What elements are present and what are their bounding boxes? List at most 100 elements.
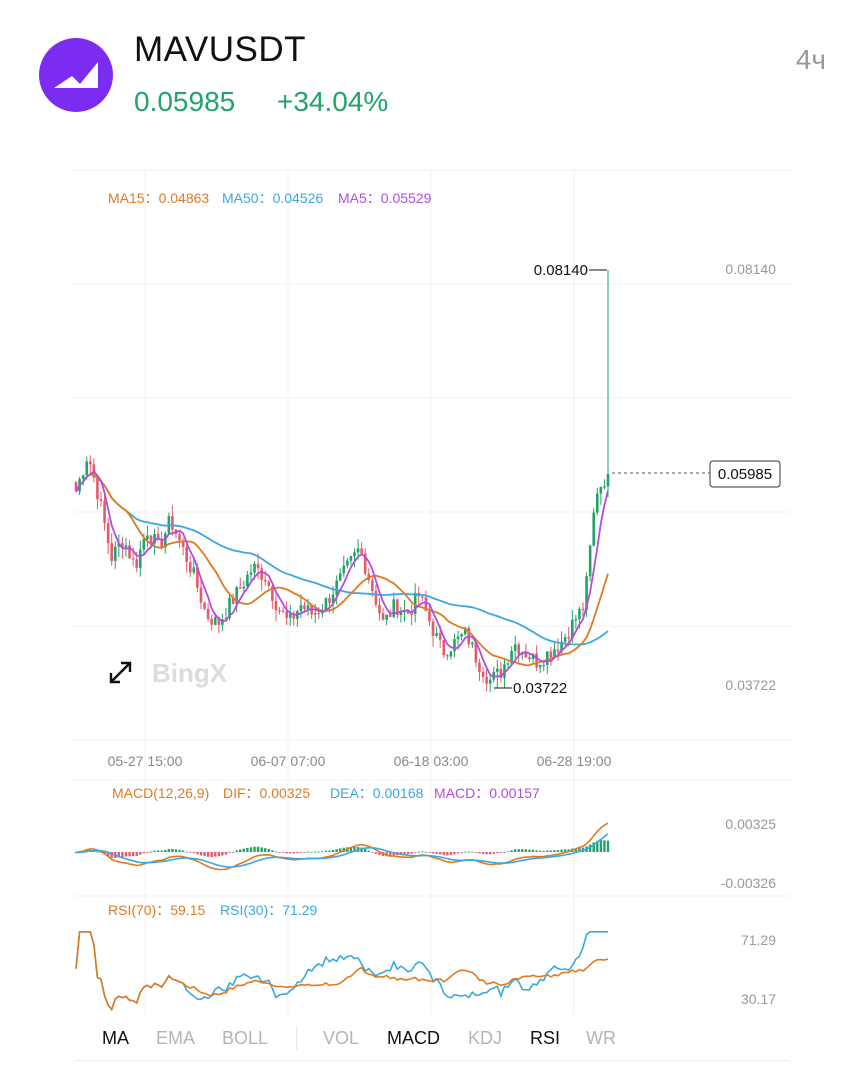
macd-bar xyxy=(235,850,238,852)
macd-dif: DIF：0.00325 xyxy=(223,785,310,801)
tab-ema[interactable]: EMA xyxy=(156,1028,196,1048)
macd-bar xyxy=(556,850,560,852)
candle-body xyxy=(506,663,510,665)
macd-bar xyxy=(431,852,435,854)
tab-boll[interactable]: BOLL xyxy=(222,1028,269,1048)
candle-body xyxy=(581,608,585,610)
candle-body xyxy=(446,655,449,657)
macd-bar xyxy=(592,842,595,852)
tab-rsi[interactable]: RSI xyxy=(530,1028,561,1048)
candle-body xyxy=(503,664,506,678)
candle-body xyxy=(303,605,306,610)
macd-bar xyxy=(606,840,610,852)
macd-bar xyxy=(513,849,517,852)
macd-bar xyxy=(588,844,592,852)
candle-body xyxy=(146,535,149,540)
macd-bar xyxy=(339,848,342,852)
rsi-y-bottom: 30.17 xyxy=(741,991,776,1007)
macd-bar xyxy=(560,849,563,852)
macd-bar xyxy=(460,852,463,853)
candle-body xyxy=(160,539,163,548)
y-label-high: 0.08140 xyxy=(725,261,776,277)
low-marker-label: 0.03722 xyxy=(513,680,567,697)
candle-body xyxy=(546,651,549,665)
macd-bar xyxy=(228,852,231,853)
candle-body xyxy=(338,573,342,581)
tab-macd[interactable]: MACD xyxy=(387,1028,440,1048)
macd-bar xyxy=(167,848,171,852)
candle-body xyxy=(335,580,338,595)
macd-bar xyxy=(281,852,285,853)
candle-body xyxy=(413,592,417,615)
candle-body xyxy=(485,676,488,684)
candle-body xyxy=(463,627,467,635)
candle-body xyxy=(496,668,499,672)
macd-bar xyxy=(121,852,124,858)
macd-bar xyxy=(260,847,263,852)
legend-ma15: MA15：0.04863 xyxy=(108,190,209,206)
candle-body xyxy=(156,533,160,540)
candle-body xyxy=(385,614,388,620)
macd-bar xyxy=(378,852,381,856)
candle-body xyxy=(456,636,460,640)
candle-body xyxy=(392,599,396,617)
macd-bar xyxy=(428,852,431,853)
tab-wr[interactable]: WR xyxy=(586,1028,616,1048)
candle-body xyxy=(142,539,146,550)
candle-body xyxy=(228,597,231,619)
macd-dea: DEA：0.00168 xyxy=(330,785,424,801)
macd-bar xyxy=(499,852,503,853)
candle-body xyxy=(221,619,224,625)
macd-bar xyxy=(160,850,163,852)
logo-glyph xyxy=(54,62,98,88)
candle-body xyxy=(224,618,228,620)
candle-body xyxy=(278,610,281,612)
candle-body xyxy=(396,599,399,616)
candle-body xyxy=(285,611,288,618)
rsi30-legend: RSI(30)：71.29 xyxy=(220,902,317,918)
macd-bar xyxy=(292,852,295,854)
macd-bar xyxy=(128,852,131,857)
candle-body xyxy=(249,572,253,575)
macd-bar xyxy=(528,849,531,852)
macd-bar xyxy=(389,852,392,857)
candle-body xyxy=(299,605,303,612)
tab-kdj[interactable]: KDJ xyxy=(468,1028,503,1048)
bing-logo-icon xyxy=(39,38,113,112)
macd-bar xyxy=(149,851,153,853)
ma50-line xyxy=(75,473,609,646)
macd-bar xyxy=(135,852,138,856)
candle-body xyxy=(378,604,381,614)
last-price-box xyxy=(709,460,781,488)
candle-body xyxy=(288,613,292,618)
high-marker-label: 0.08140 xyxy=(534,262,588,279)
candle-body xyxy=(81,475,85,479)
candle-body xyxy=(331,594,335,603)
candle-body xyxy=(149,535,153,544)
macd-bar xyxy=(274,851,278,853)
candle-body xyxy=(510,650,513,664)
macd-bar xyxy=(242,848,246,852)
candle-body xyxy=(206,608,210,619)
interval-selector[interactable]: 4ч xyxy=(795,44,826,75)
rsi-y-top: 71.29 xyxy=(741,932,776,948)
candle-body xyxy=(528,657,531,660)
tab-vol[interactable]: VOL xyxy=(323,1028,360,1048)
candle-body xyxy=(121,543,124,548)
candle-body xyxy=(238,587,242,589)
candle-body xyxy=(106,522,110,544)
candle-body xyxy=(606,473,610,487)
macd-bar xyxy=(246,847,249,852)
expand-arrows-icon[interactable] xyxy=(109,661,132,684)
macd-bar xyxy=(181,850,185,852)
macd-bar xyxy=(385,852,388,857)
x-tick-2: 06-07 07:00 xyxy=(251,753,326,769)
macd-bar xyxy=(481,852,485,854)
x-tick-4: 06-28 19:00 xyxy=(537,753,612,769)
macd-dif-line xyxy=(75,822,609,871)
candle-body xyxy=(471,642,474,645)
bottom-divider xyxy=(74,1060,790,1061)
macd-bar xyxy=(131,852,135,857)
tab-ma[interactable]: MA xyxy=(102,1028,129,1048)
